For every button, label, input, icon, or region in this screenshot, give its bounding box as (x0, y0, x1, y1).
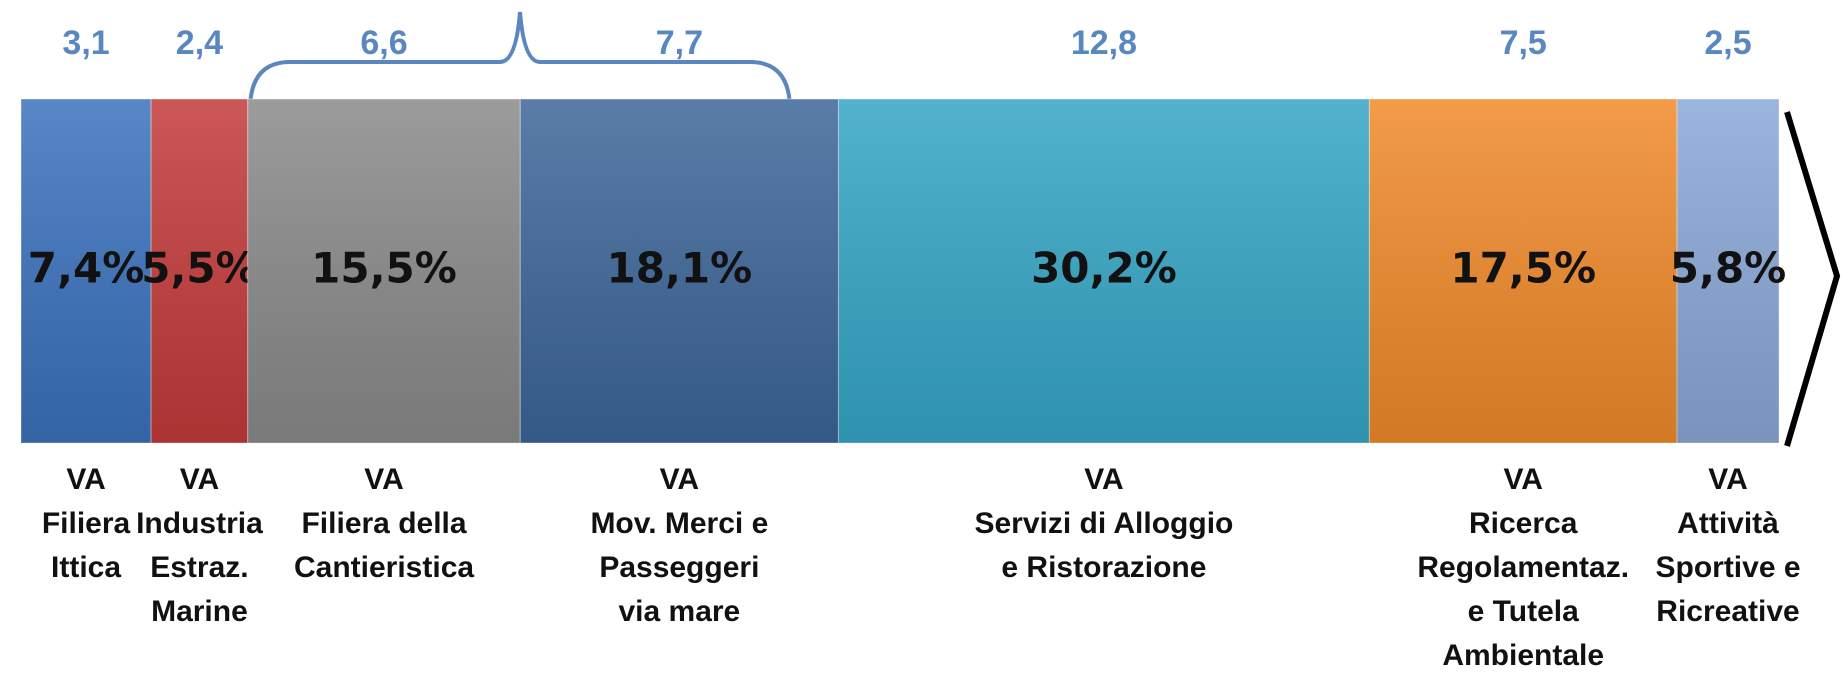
category-label: Servizi di Alloggio (974, 507, 1233, 540)
value-label: 17,5% (1450, 244, 1596, 293)
category-label: Marine (151, 595, 248, 628)
bar-shade (247, 99, 521, 443)
bar-shade (1369, 99, 1678, 443)
top-value-label: 6,6 (360, 24, 407, 62)
category-label: VA (660, 463, 699, 496)
category-label: e Tutela (1468, 595, 1579, 628)
category-label: Sportive e (1655, 551, 1800, 584)
category-label: VA (1503, 463, 1542, 496)
category-label: Filiera della (301, 507, 466, 540)
top-value-label: 7,5 (1500, 24, 1547, 62)
value-label: 5,8% (1670, 244, 1786, 293)
category-label: Estraz. (150, 551, 248, 584)
category-label: Ittica (51, 551, 121, 584)
value-label: 15,5% (311, 244, 457, 293)
category-label: Attività (1677, 507, 1779, 540)
value-label: 18,1% (607, 244, 753, 293)
category-label: VA (1084, 463, 1123, 496)
category-label: Filiera (42, 507, 131, 540)
top-value-label: 7,7 (656, 24, 703, 62)
category-label: VA (364, 463, 403, 496)
category-label: via mare (618, 595, 740, 628)
value-label: 7,4% (28, 244, 144, 293)
category-label: VA (66, 463, 105, 496)
top-value-label: 3,1 (62, 24, 109, 62)
category-label: Ambientale (1442, 639, 1604, 672)
category-label: Ricerca (1469, 507, 1578, 540)
bar-shade (1677, 99, 1779, 443)
category-label: Ricreative (1656, 595, 1799, 628)
bar-shade (151, 99, 248, 443)
bar-shade (21, 99, 152, 443)
bracket (1784, 111, 1841, 447)
top-value-label: 2,5 (1704, 24, 1751, 62)
category-label: Passeggeri (599, 551, 759, 584)
category-label: e Ristorazione (1001, 551, 1206, 584)
bar-shade (838, 99, 1370, 443)
category-label: Regolamentaz. (1417, 551, 1629, 584)
category-label: Industria (136, 507, 263, 540)
bar-shade (520, 99, 839, 443)
brace (248, 11, 792, 111)
category-label: VA (1708, 463, 1747, 496)
value-label: 30,2% (1031, 244, 1177, 293)
category-label: VA (180, 463, 219, 496)
value-label: 5,5% (141, 244, 257, 293)
top-value-label: 2,4 (176, 24, 223, 62)
category-label: Mov. Merci e (590, 507, 768, 540)
top-value-label: 12,8 (1071, 24, 1137, 62)
category-label: Cantieristica (294, 551, 474, 584)
